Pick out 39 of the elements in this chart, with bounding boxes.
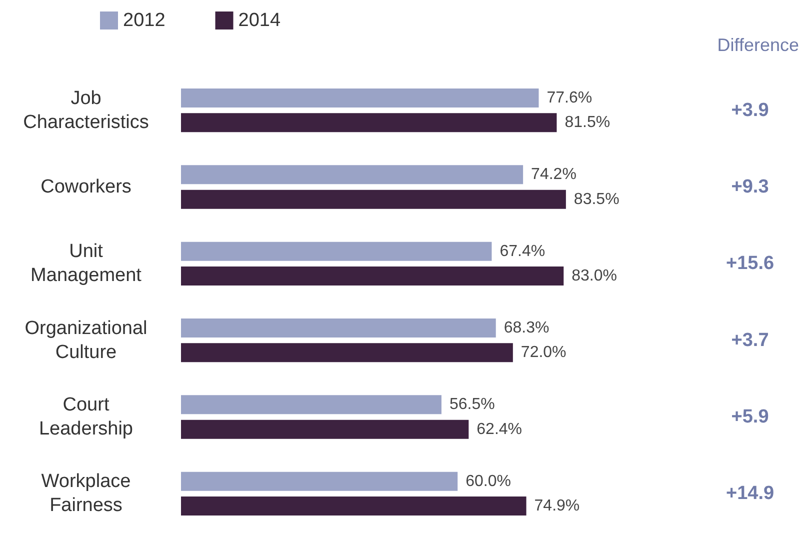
bar [181,242,492,261]
data-label: 68.3% [504,319,550,336]
text: Difference [717,35,800,55]
legend-label: 2012 [123,10,166,31]
data-label: 83.0% [572,268,618,285]
bar [181,472,458,491]
bar [181,318,496,338]
data-label: 60.0% [466,472,511,490]
text: +14.9 [726,483,774,504]
bar [181,113,557,132]
text: +5.9 [731,406,769,428]
y-tick-label: Unit Management [30,241,142,286]
bar [181,496,526,516]
text: +9.3 [731,176,769,198]
y-tick-label: Organizational Culture [24,318,148,363]
bar [181,343,513,362]
data-label: 67.4% [500,242,546,260]
text: +3.9 [731,100,769,121]
data-label: 83.5% [574,190,620,208]
y-tick-label: Court Leadership [38,394,134,440]
bar [181,266,564,286]
bar [181,88,539,108]
data-label: 81.5% [564,114,610,132]
text: +3.7 [731,330,769,351]
legend-label: 2014 [238,10,281,31]
y-tick-label: Workplace Fairness [41,471,131,516]
data-label: 74.2% [531,166,576,184]
bar [181,190,566,209]
bar [181,395,442,414]
data-label: 74.9% [534,498,580,515]
text: +15.6 [726,253,774,274]
data-label: 77.6% [546,89,592,106]
bar [181,165,524,184]
data-label: 72.0% [520,344,566,362]
data-label: 56.5% [449,396,495,414]
data-label: 62.4% [476,420,522,438]
y-tick-label: Coworkers [40,176,132,198]
y-tick-label: Job Characteristics [23,88,149,133]
bar [181,420,469,439]
